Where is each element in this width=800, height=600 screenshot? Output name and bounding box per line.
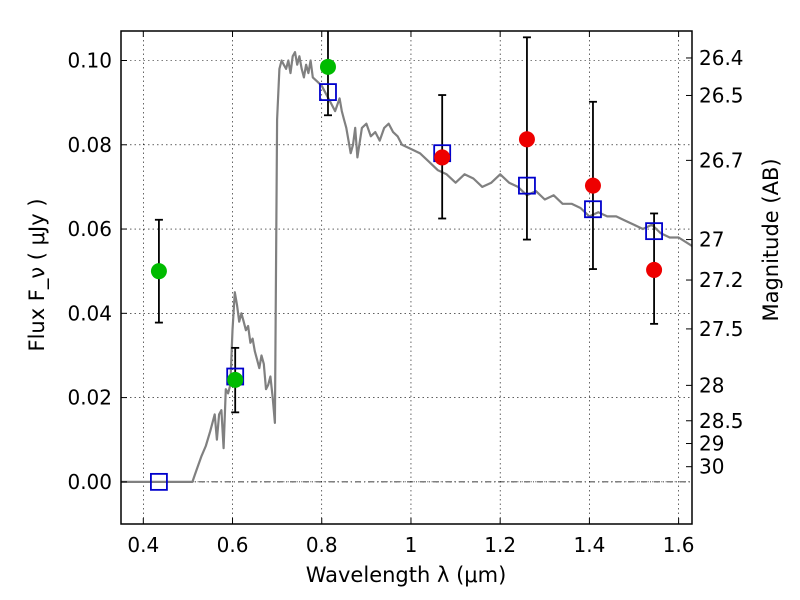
y-tick-label: 0.02 [67,386,112,410]
markers [150,58,663,491]
x-tick-label: 1.2 [484,533,516,557]
mag-tick-label: 27.2 [699,268,744,292]
mag-tick-label: 26.5 [699,83,744,107]
y-tick-label: 0.04 [67,301,112,325]
y-tick-label: 0.08 [67,133,112,157]
mag-tick-label: 29 [699,432,724,456]
mag-tick-label: 28.5 [699,409,744,433]
x-tick-label: 0.6 [217,533,249,557]
x-tick-label: 0.8 [306,533,338,557]
observed-point [319,58,336,75]
mag-tick-label: 26.7 [699,148,744,172]
observed-point [434,149,451,166]
mag-tick-label: 28 [699,373,724,397]
error-bars [154,31,659,414]
spectrum-line-layer [121,50,693,483]
mag-tick-label: 26.4 [699,46,744,70]
y-tick-label: 0.10 [67,48,112,72]
observed-point [518,131,535,148]
mag-tick-label: 27.5 [699,317,744,341]
y-tick-label: 0.00 [67,470,112,494]
x-tick-label: 1.4 [573,533,605,557]
x-tick-label: 0.4 [127,533,159,557]
observed-point [150,263,167,280]
model-band-square [584,200,602,219]
grid-lines [121,31,692,524]
spectrum-line [121,50,693,483]
model-band-square [319,83,337,101]
mag-tick-label: 30 [699,455,724,479]
y-axis-right-label: Magnitude (AB) [759,158,783,321]
observed-point [646,261,663,278]
observed-point [584,177,601,194]
ticks: 0.4 0.6 0.8 1 1.2 1.4 1.6 0.00 0.02 0.04 0.06 0.08 0… [67,31,744,557]
y-tick-label: 0.06 [67,217,112,241]
model-band-square [518,176,536,195]
x-axis-label: Wavelength λ (μm) [306,563,507,587]
observed-point [227,371,244,388]
x-tick-label: 1.6 [663,533,695,557]
plot-frame [120,30,693,525]
model-band-square [150,472,168,491]
mag-tick-label: 27 [699,228,724,252]
model-band-square [645,222,663,241]
x-tick-label: 1 [405,533,418,557]
y-axis-label: Flux F_ν ( μJy ) [25,198,50,351]
